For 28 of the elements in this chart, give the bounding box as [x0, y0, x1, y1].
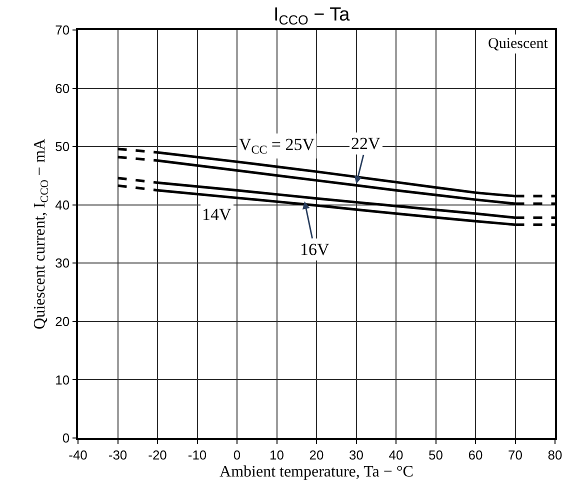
- x-tick-label: 40: [388, 447, 404, 462]
- x-tick-label: 0: [233, 447, 241, 462]
- x-tick-label: -40: [68, 447, 88, 462]
- x-tick-label: -20: [148, 447, 167, 462]
- y-tick-label: 60: [55, 80, 70, 96]
- x-axis-title: Ambient temperature, Ta − °C: [220, 464, 414, 481]
- y-tick-label: 50: [55, 139, 70, 154]
- y-tick-label: 20: [55, 314, 70, 329]
- x-tick-label: 50: [428, 447, 443, 462]
- x-tick-label: 30: [349, 447, 364, 462]
- annotation: Quiescent: [488, 36, 549, 52]
- x-tick-label: 20: [309, 447, 324, 462]
- y-tick-label: 0: [62, 430, 70, 446]
- y-tick-label: 30: [55, 256, 70, 271]
- x-tick-label: -30: [108, 447, 128, 462]
- y-tick-label: 70: [55, 22, 70, 38]
- x-tick-label: -10: [188, 447, 207, 462]
- x-tick-label: 80: [548, 447, 562, 462]
- x-tick-label: 70: [508, 447, 522, 462]
- chart-title: I$_{CCO}$ − Ta: [273, 4, 350, 28]
- annotation: 16V: [300, 240, 330, 259]
- annotation: 14V: [202, 205, 232, 224]
- y-tick-label: 40: [55, 197, 70, 212]
- y-tick-label: 10: [55, 372, 70, 388]
- annotation: 22V: [351, 134, 381, 153]
- annotation: V$_{CC}$ = 25V: [239, 135, 316, 157]
- x-tick-label: 10: [270, 447, 284, 462]
- x-tick-label: 60: [468, 447, 483, 462]
